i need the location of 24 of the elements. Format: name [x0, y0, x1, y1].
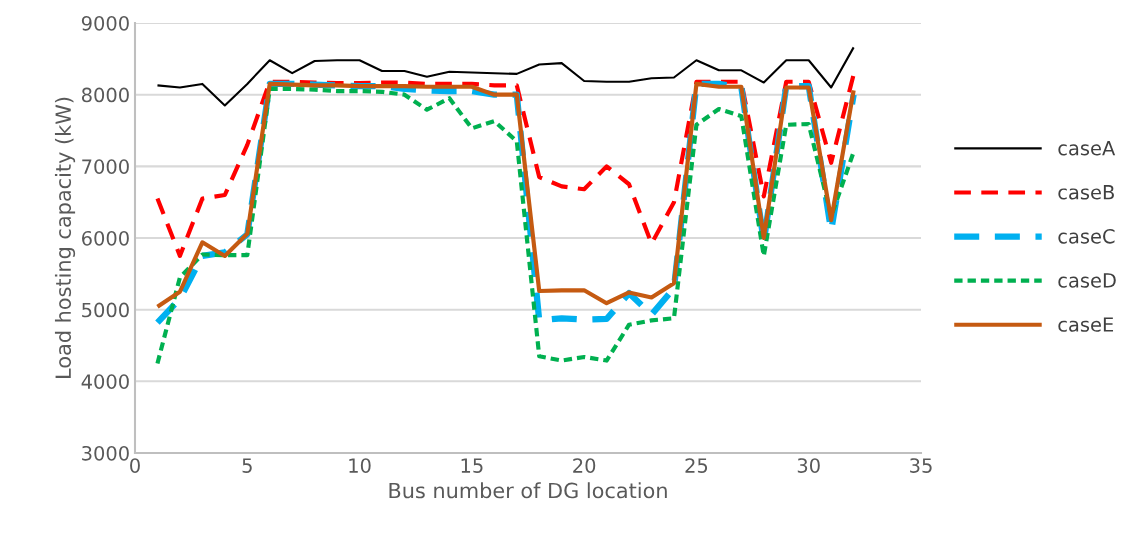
x-axis-title: Bus number of DG location	[389, 482, 667, 499]
y-axis-title: Load hosting capacity (kW)	[54, 97, 76, 378]
x-tick-label: 10	[349, 458, 371, 473]
y-tick-label: 3000	[82, 445, 129, 461]
x-tick-label: 30	[797, 458, 820, 473]
x-tick-label: 35	[910, 458, 932, 473]
x-tick-label: 0	[130, 458, 140, 473]
legend-label: caseB	[1058, 185, 1114, 200]
x-tick-label: 25	[685, 458, 708, 473]
y-tick-label: 8000	[81, 87, 129, 103]
line-series	[155, 86, 856, 366]
y-tick-label: 5000	[82, 302, 129, 318]
legend-label: caseA	[1058, 141, 1116, 156]
x-tick-label: 5	[242, 458, 252, 473]
y-tick-label: 4000	[81, 374, 129, 389]
x-tick-label: 15	[461, 458, 483, 473]
line-series	[156, 46, 855, 107]
y-tick-label: 6000	[82, 230, 129, 246]
legend-label: caseC	[1058, 228, 1115, 244]
legend-label: caseE	[1058, 317, 1114, 332]
y-tick-label: 9000	[81, 15, 129, 31]
y-tick-label: 7000	[82, 159, 129, 174]
legend-label: caseD	[1058, 273, 1116, 288]
x-tick-label: 20	[573, 458, 596, 473]
